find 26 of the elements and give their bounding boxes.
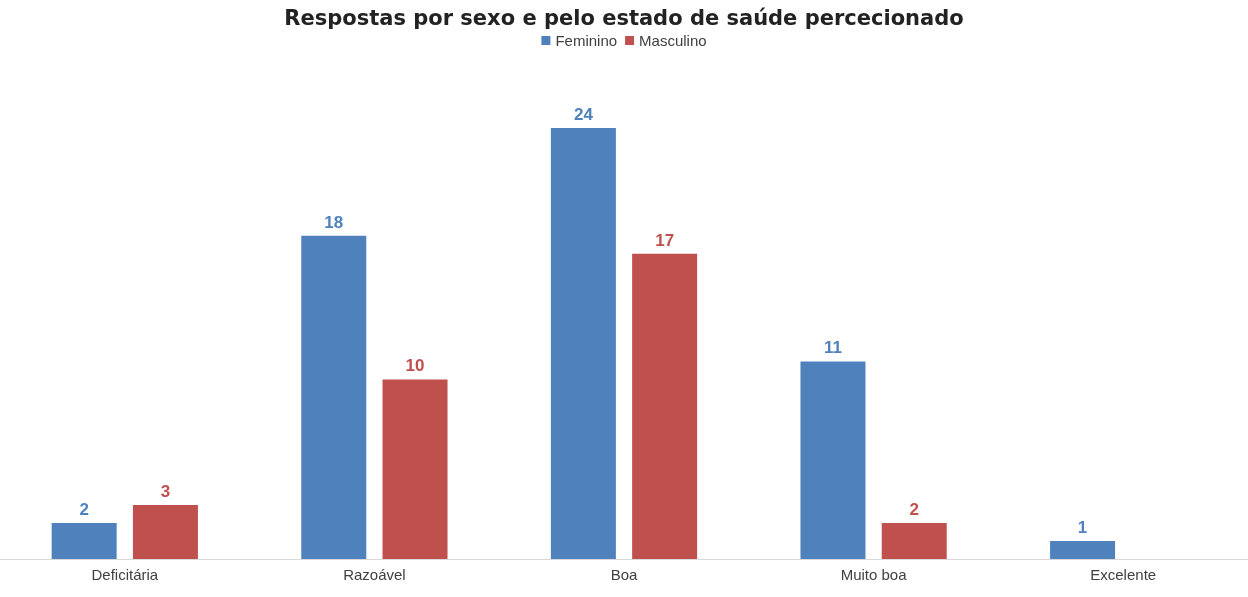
- bar: [51, 523, 117, 559]
- data-label: 10: [405, 356, 425, 376]
- x-tick-label: Muito boa: [840, 566, 908, 583]
- x-tick-label: Boa: [610, 566, 638, 583]
- bar: [632, 253, 698, 559]
- data-label: 24: [573, 104, 594, 124]
- bar: [800, 361, 866, 559]
- data-label: 18: [324, 212, 344, 232]
- bar: [881, 523, 947, 559]
- bar: [301, 235, 367, 559]
- data-label: 11: [823, 338, 842, 358]
- x-tick-label: Deficitária: [91, 566, 159, 583]
- data-label: 1: [1077, 518, 1088, 538]
- x-tick-label: Excelente: [1090, 566, 1157, 583]
- bar: [550, 127, 616, 559]
- bar: [132, 505, 198, 559]
- data-label: 2: [79, 500, 89, 520]
- bar: [382, 379, 448, 559]
- bar: [1050, 541, 1116, 559]
- data-label: 17: [655, 230, 675, 250]
- legend-label: Masculino: [639, 32, 707, 49]
- legend-label: Feminino: [555, 32, 618, 49]
- data-label: 2: [909, 500, 919, 520]
- data-label: 3: [160, 482, 171, 502]
- chart-title: Respostas por sexo e pelo estado de saúde percecionado: [284, 5, 964, 30]
- x-tick-label: Razoável: [343, 566, 406, 583]
